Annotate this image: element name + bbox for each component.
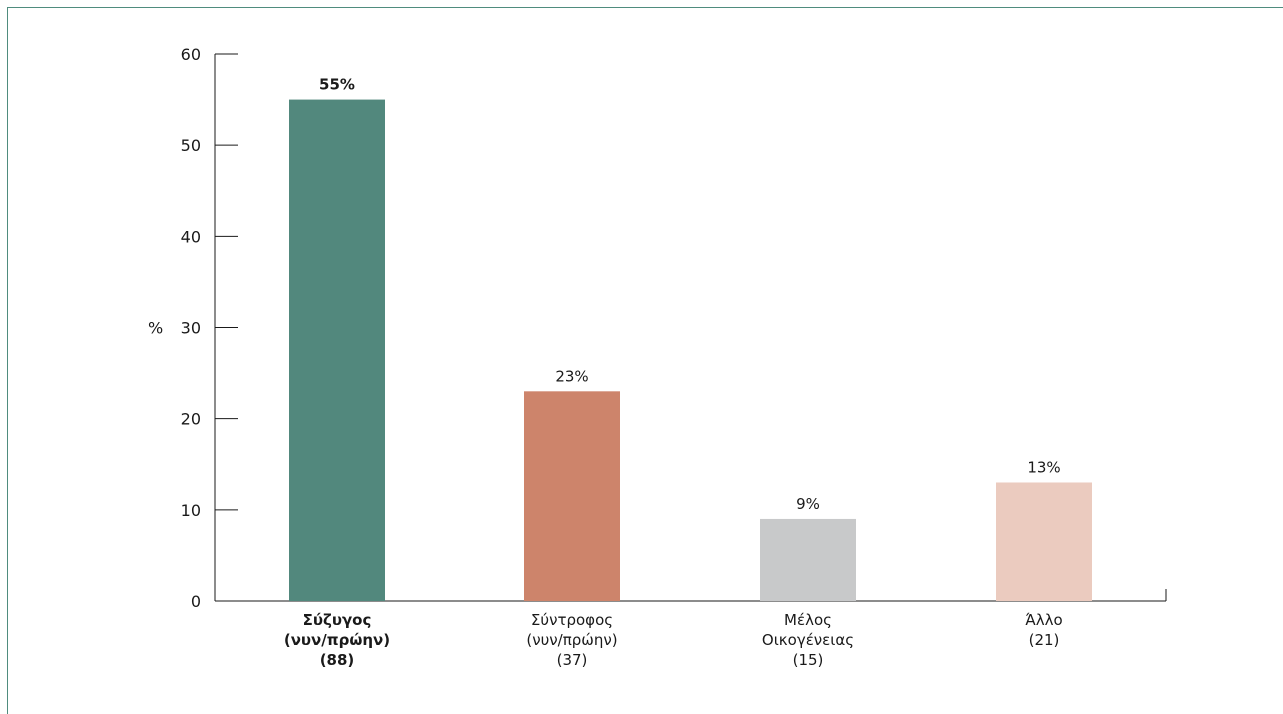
data-label: 23% [555,367,588,385]
y-tick-label: 0 [191,592,201,611]
x-category-label: Μέλος Οικογένειας (15) [762,611,854,669]
y-tick-label: 10 [181,501,201,520]
data-label: 9% [796,495,820,513]
labels: 55% Σύζυγος (νυν/πρώην) (88) 23% Σύντροφος (νυ… [284,76,1063,669]
bars [289,99,1092,601]
x-category-label: Σύζυγος (νυν/πρώην) (88) [284,611,390,669]
y-tick-label: 50 [181,136,201,155]
y-tick-label: 20 [181,410,201,429]
data-label: 13% [1027,458,1060,476]
bar [289,99,385,601]
bar [760,518,856,601]
data-label: 55% [319,76,355,94]
x-category-label: Άλλο (21) [1025,611,1062,649]
chart-frame [7,7,1283,714]
y-tick-label: 40 [181,227,201,246]
y-tick-label: 60 [181,45,201,64]
x-category-label: Σύντροφος (νυν/πρώην) (37) [526,611,617,669]
bar [996,482,1092,601]
bar [524,391,620,601]
y-tick-label: 30 [181,319,201,338]
y-axis-title: % [148,319,163,338]
